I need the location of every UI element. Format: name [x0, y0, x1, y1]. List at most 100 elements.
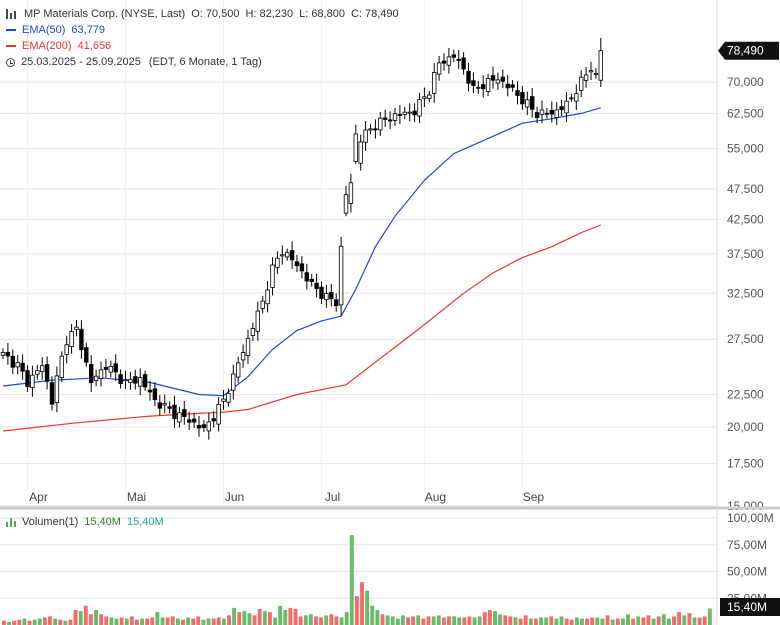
- candle-body: [147, 389, 153, 393]
- volume-bar: [273, 617, 278, 625]
- volume-bar: [447, 616, 451, 625]
- volume-bar: [452, 616, 457, 625]
- volume-bar: [37, 618, 42, 625]
- clock-icon: [6, 57, 15, 67]
- date-range: 25.03.2025 - 25.09.2025: [21, 56, 141, 68]
- volume-bar: [242, 611, 247, 625]
- candle-body: [378, 117, 383, 131]
- candle-body: [162, 403, 167, 406]
- candle-body: [74, 326, 79, 330]
- chart-legend: MP Materials Corp. (NYSE, Last) O: 70,50…: [6, 6, 399, 70]
- volume-bar: [293, 608, 298, 625]
- volume-bar: [129, 616, 134, 625]
- volume-bar: [416, 615, 421, 625]
- candle-body: [579, 76, 584, 91]
- volume-bar: [32, 619, 37, 625]
- candle-body: [446, 56, 452, 66]
- candle-body: [59, 355, 64, 378]
- time-tick-label: Sep: [523, 490, 545, 504]
- candle-body: [427, 94, 432, 99]
- volume-bar: [651, 618, 656, 625]
- candle-body: [466, 71, 471, 84]
- volume-bar: [661, 614, 666, 625]
- candle-body: [216, 404, 221, 425]
- volume-bar: [395, 618, 400, 625]
- candle-body: [49, 382, 55, 405]
- candle-body: [598, 50, 603, 81]
- volume-bar: [17, 619, 22, 625]
- candle-body: [255, 310, 260, 332]
- volume-gridlines: [0, 517, 717, 599]
- volume-bars: [2, 535, 712, 625]
- ema200-label: EMA(200): [22, 40, 72, 52]
- candle-body: [593, 72, 599, 75]
- volume-label: Volumen(1): [22, 516, 79, 528]
- volume-bar: [237, 612, 242, 625]
- ema200-value: 41,656: [77, 40, 112, 52]
- candle-body: [25, 370, 30, 388]
- candle-body: [182, 409, 187, 417]
- candle-body: [128, 379, 133, 383]
- candle-body: [402, 111, 407, 115]
- volume-bar: [201, 619, 206, 625]
- volume-bar: [99, 614, 104, 625]
- time-tick-label: Jun: [225, 490, 244, 504]
- candle-body: [235, 362, 241, 378]
- candle-body: [461, 57, 466, 70]
- candle-body: [353, 133, 358, 162]
- volume-tick-label: 100,00M: [727, 511, 774, 525]
- candle-body: [412, 110, 417, 116]
- candle-body: [206, 421, 211, 432]
- candle-body: [436, 62, 442, 75]
- candle-body: [157, 402, 162, 409]
- volume-bar: [370, 605, 375, 625]
- candle-body: [510, 84, 515, 88]
- candle-body: [554, 109, 559, 118]
- candle-body: [485, 78, 491, 92]
- volume-bar: [549, 616, 554, 625]
- candlestick-icon: [6, 9, 18, 19]
- candle-body: [549, 109, 554, 115]
- volume-bar: [78, 611, 83, 625]
- candle-body: [152, 388, 158, 401]
- candle-body: [471, 80, 476, 86]
- candle-body: [574, 93, 579, 102]
- volume-bar: [682, 615, 687, 625]
- last-price-label: 78,490: [727, 44, 764, 58]
- candle-body: [177, 412, 182, 423]
- volume-bar: [518, 618, 523, 625]
- open-label: O:: [191, 8, 203, 20]
- last-volume-tag: 15,40M: [720, 598, 780, 616]
- price-tick-label: 55,000: [727, 142, 764, 156]
- volume-bar: [140, 618, 145, 625]
- candle-body: [30, 374, 35, 388]
- volume-bar: [707, 608, 712, 625]
- volume-bar: [124, 618, 129, 625]
- high-label: H:: [245, 8, 257, 20]
- price-chart[interactable]: 15,000 17,500 20,000 22,500 27,500 32,500 37,5…: [0, 0, 780, 510]
- price-tick-label: 20,000: [727, 420, 764, 434]
- candle-body: [211, 418, 216, 422]
- candle-body: [417, 99, 422, 117]
- candle-body: [240, 352, 246, 361]
- candle-body: [431, 71, 437, 94]
- candle-body: [515, 90, 520, 96]
- time-axis: Apr Mai Jun Jul Aug Sep: [29, 490, 544, 504]
- volume-bars-icon: [6, 517, 16, 527]
- candle-body: [196, 424, 202, 429]
- volume-bar: [324, 615, 329, 625]
- candle-body: [191, 418, 197, 423]
- volume-bar: [181, 619, 185, 625]
- volume-bar: [211, 618, 216, 625]
- candle-body: [5, 351, 11, 357]
- ema50-legend-row[interactable]: EMA(50) 63,779: [6, 22, 399, 38]
- candle-body: [363, 129, 368, 143]
- candle-body: [299, 263, 305, 272]
- symbol-name: MP Materials Corp. (NYSE, Last): [24, 8, 186, 20]
- volume-bar: [600, 618, 605, 625]
- volume-bar: [400, 615, 405, 625]
- ema200-legend-row[interactable]: EMA(200) 41,656: [6, 38, 399, 54]
- volume-bar: [631, 618, 636, 625]
- candle-body: [539, 109, 545, 115]
